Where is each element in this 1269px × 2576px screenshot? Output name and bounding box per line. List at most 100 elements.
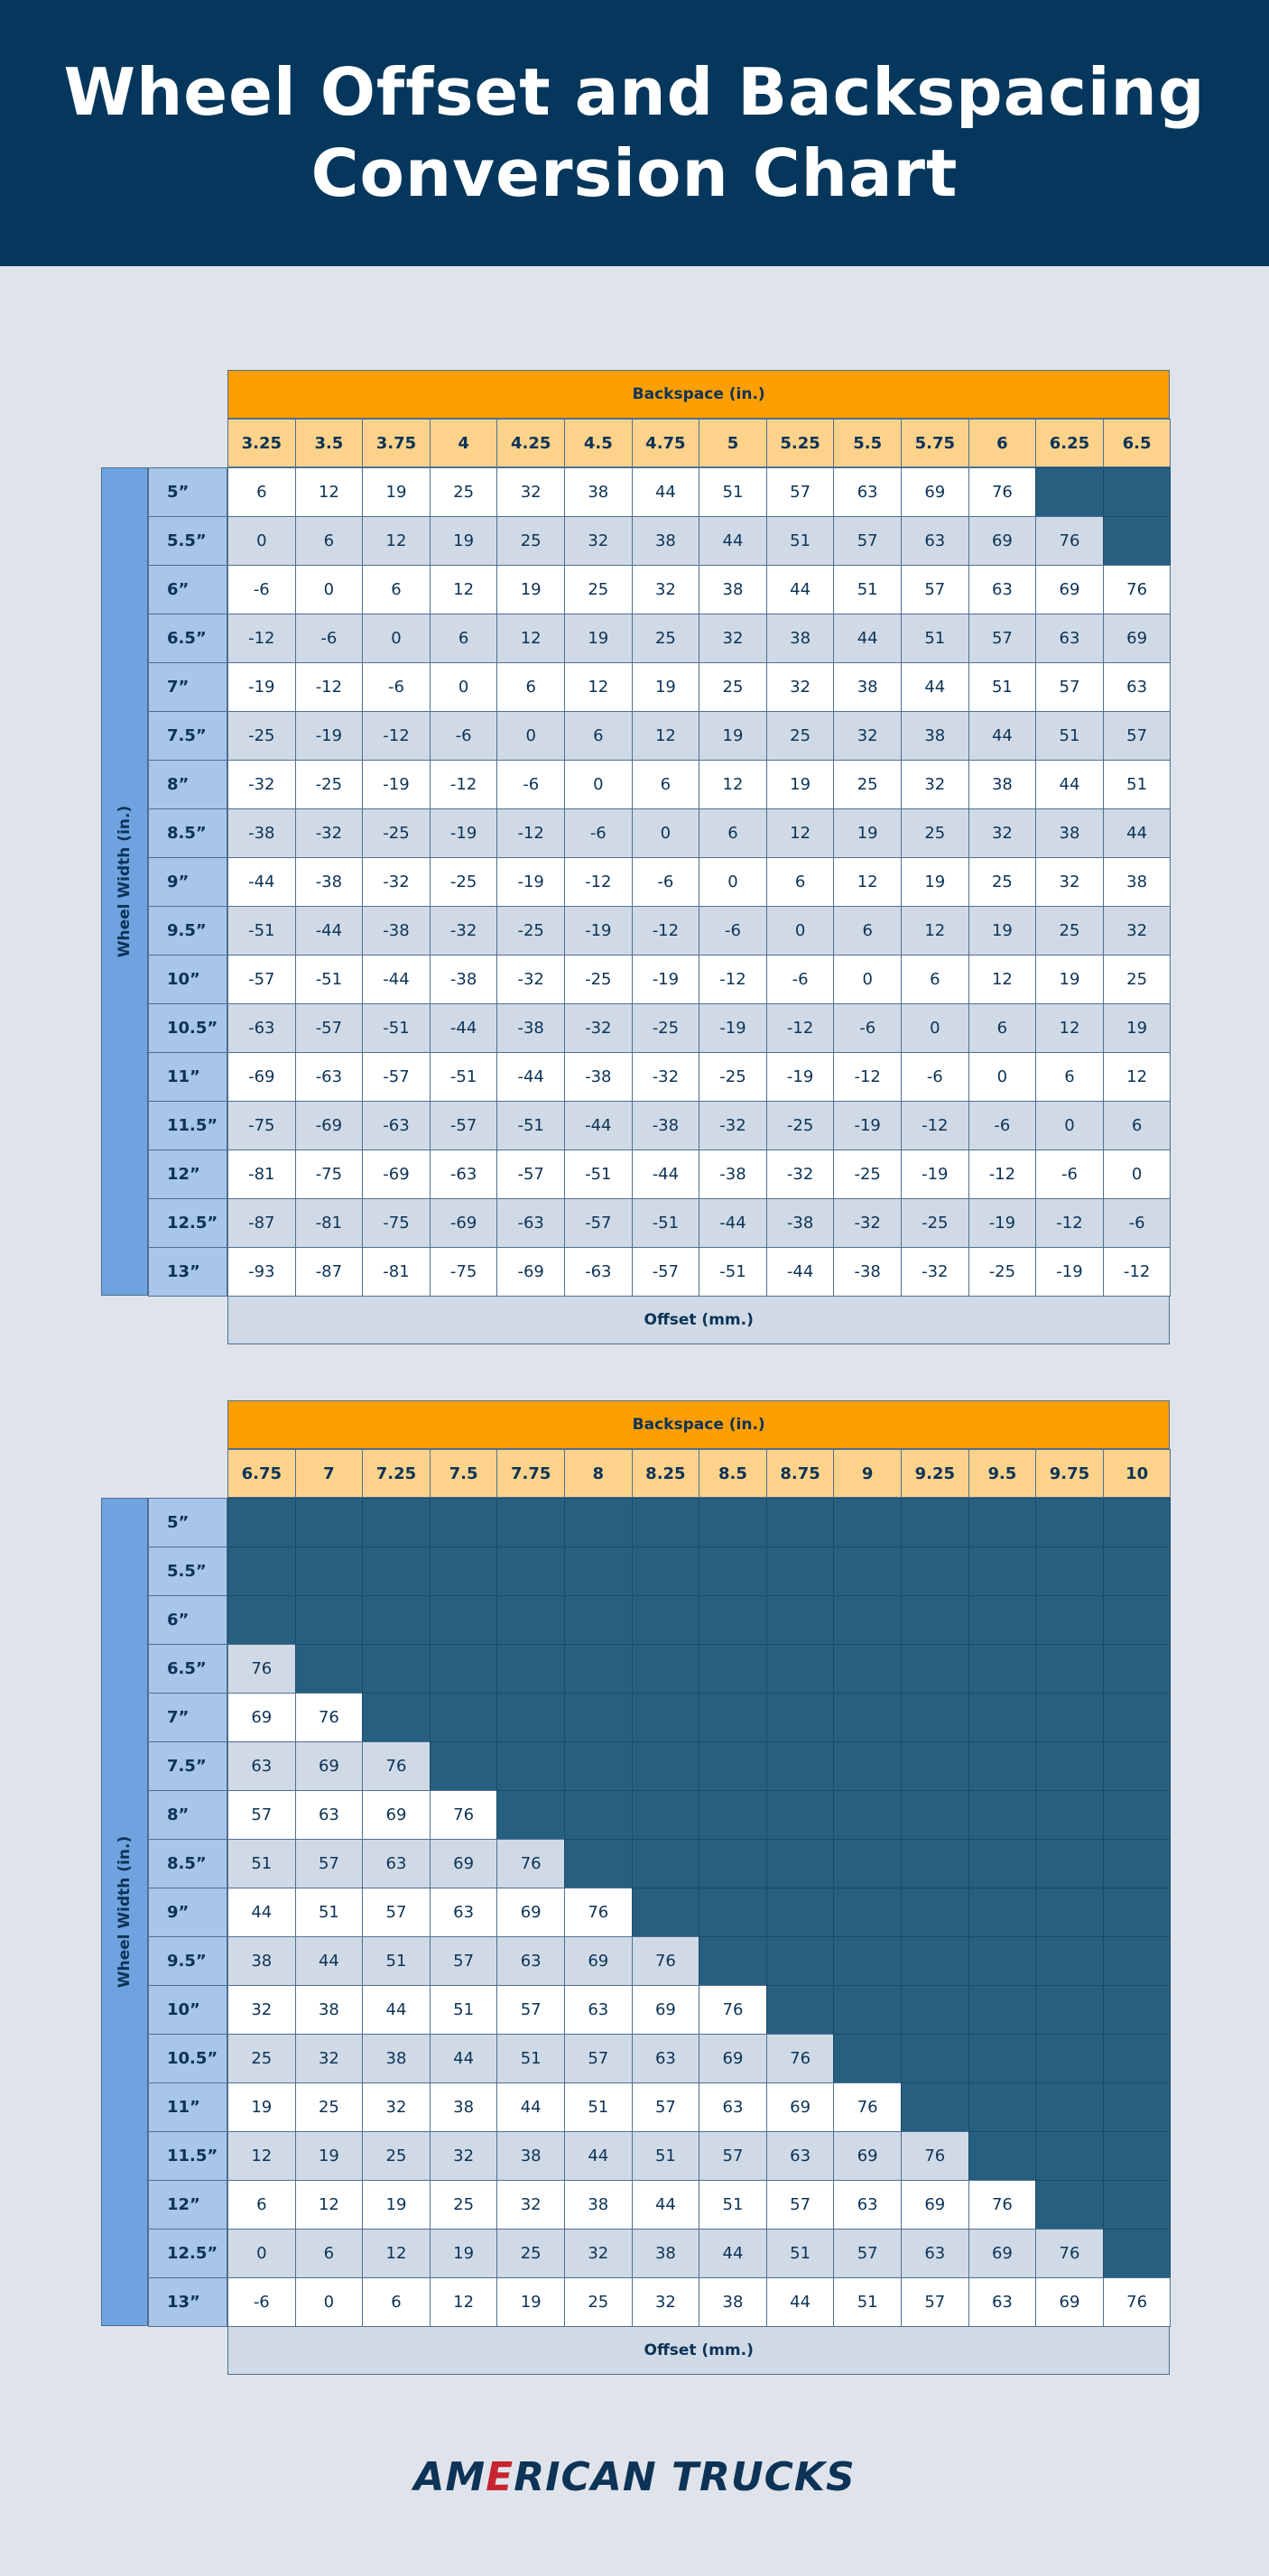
offset-value-cell: 51	[1102, 760, 1172, 809]
offset-value-cell: 57	[294, 1839, 364, 1888]
offset-value-cell: -19	[833, 1101, 902, 1150]
wheel-width-axis-label: Wheel Width (in.)	[116, 1835, 134, 1989]
offset-value-cell: 57	[1035, 662, 1104, 712]
offset-value-cell: 76	[1102, 565, 1172, 614]
offset-value-cell: -63	[294, 1052, 364, 1102]
empty-cell	[1102, 516, 1172, 566]
offset-value-cell: 6	[429, 614, 498, 663]
offset-value-cell: 38	[833, 662, 902, 712]
offset-value-cell: 69	[901, 2180, 969, 2230]
offset-value-cell: -81	[294, 1198, 364, 1248]
offset-value-cell: 69	[699, 2034, 767, 2083]
offset-value-cell: -12	[901, 1101, 969, 1150]
offset-value-cell: 12	[294, 467, 364, 517]
empty-cell	[1035, 1547, 1104, 1596]
offset-value-cell: 76	[496, 1839, 565, 1888]
backspace-column-header: 3.75	[362, 419, 431, 467]
backspace-column-header: 9	[833, 1449, 902, 1498]
offset-value-cell: -25	[631, 1003, 700, 1053]
offset-value-cell: 32	[496, 2180, 565, 2230]
offset-value-cell: 12	[1035, 1003, 1104, 1053]
offset-value-cell: -6	[699, 906, 767, 956]
offset-value-cell: -32	[699, 1101, 767, 1150]
offset-value-cell: -38	[564, 1052, 633, 1102]
offset-value-cell: 32	[294, 2034, 364, 2083]
offset-value-cell: -19	[429, 808, 498, 858]
offset-value-cell: 69	[1035, 2277, 1104, 2327]
offset-value-cell: 0	[227, 2229, 296, 2278]
offset-value-cell: 63	[699, 2082, 767, 2132]
empty-cell	[901, 1595, 969, 1645]
offset-value-cell: 32	[833, 711, 902, 761]
backspace-column-header: 8.5	[699, 1449, 767, 1498]
backspace-column-header: 4.25	[496, 419, 565, 467]
offset-value-cell: -25	[564, 955, 633, 1004]
offset-value-cell: 38	[968, 760, 1037, 809]
offset-value-cell: 44	[496, 2082, 565, 2132]
offset-value-cell: -12	[968, 1150, 1037, 1199]
empty-cell	[362, 1644, 431, 1694]
offset-value-cell: 57	[362, 1888, 431, 1937]
offset-value-cell: -87	[294, 1247, 364, 1297]
offset-value-cell: 76	[294, 1693, 364, 1742]
offset-value-cell: 0	[227, 516, 296, 566]
offset-value-cell: 51	[699, 2180, 767, 2230]
offset-value-cell: 57	[765, 467, 835, 517]
empty-cell	[429, 1644, 498, 1694]
offset-value-cell: -19	[765, 1052, 835, 1102]
empty-cell	[362, 1498, 431, 1547]
offset-value-cell: 69	[901, 467, 969, 517]
offset-value-cell: 0	[901, 1003, 969, 1053]
offset-value-cell: 32	[1102, 906, 1172, 956]
backspace-column-header: 6	[968, 419, 1037, 467]
offset-value-cell: 44	[1102, 808, 1172, 858]
empty-cell	[968, 1790, 1037, 1840]
offset-value-cell: -32	[901, 1247, 969, 1297]
offset-value-cell: -44	[631, 1150, 700, 1199]
offset-value-cell: 44	[699, 516, 767, 566]
wheel-width-row-header: 12”	[148, 2180, 227, 2230]
empty-cell	[1035, 1498, 1104, 1547]
offset-value-cell: -25	[496, 906, 565, 956]
offset-value-cell: 76	[833, 2082, 902, 2132]
offset-value-cell: 25	[429, 467, 498, 517]
offset-value-cell: 44	[968, 711, 1037, 761]
wheel-width-row-header: 11.5”	[148, 2131, 227, 2181]
empty-cell	[1102, 2082, 1172, 2132]
backspace-column-header: 7.5	[429, 1449, 498, 1498]
empty-cell	[901, 2034, 969, 2083]
empty-cell	[227, 1547, 296, 1596]
offset-value-cell: -25	[429, 857, 498, 907]
header-banner: Wheel Offset and Backspacing Conversion …	[0, 0, 1269, 266]
offset-value-cell: -25	[833, 1150, 902, 1199]
page-title-line-2: Conversion Chart	[310, 135, 959, 211]
offset-value-cell: -87	[227, 1198, 296, 1248]
offset-value-cell: 12	[362, 516, 431, 566]
offset-value-cell: 38	[631, 2229, 700, 2278]
wheel-width-axis-label: Wheel Width (in.)	[116, 805, 134, 958]
offset-value-cell: -44	[227, 857, 296, 907]
empty-cell	[968, 2082, 1037, 2132]
offset-value-cell: 44	[833, 614, 902, 663]
empty-cell	[1035, 2180, 1104, 2230]
wheel-width-row-header: 5”	[148, 1498, 227, 1547]
offset-value-cell: -12	[631, 906, 700, 956]
empty-cell	[1102, 1985, 1172, 2035]
empty-cell	[429, 1693, 498, 1742]
offset-value-cell: -12	[429, 760, 498, 809]
empty-cell	[765, 1741, 835, 1791]
offset-value-cell: -44	[765, 1247, 835, 1297]
offset-value-cell: 76	[699, 1985, 767, 2035]
offset-value-cell: 38	[496, 2131, 565, 2181]
offset-value-cell: 12	[833, 857, 902, 907]
empty-cell	[362, 1547, 431, 1596]
offset-value-cell: 38	[564, 2180, 633, 2230]
offset-value-cell: -6	[362, 662, 431, 712]
wheel-width-group-bar	[101, 1498, 148, 2326]
empty-cell	[631, 1498, 700, 1547]
wheel-width-row-header: 6”	[148, 565, 227, 614]
offset-value-cell: 51	[765, 2229, 835, 2278]
empty-cell	[564, 1839, 633, 1888]
offset-value-cell: 19	[833, 808, 902, 858]
empty-cell	[564, 1595, 633, 1645]
